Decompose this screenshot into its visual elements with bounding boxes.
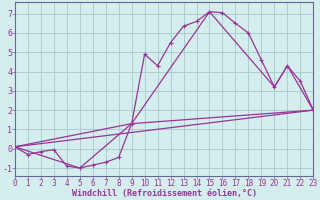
X-axis label: Windchill (Refroidissement éolien,°C): Windchill (Refroidissement éolien,°C) [72,189,257,198]
